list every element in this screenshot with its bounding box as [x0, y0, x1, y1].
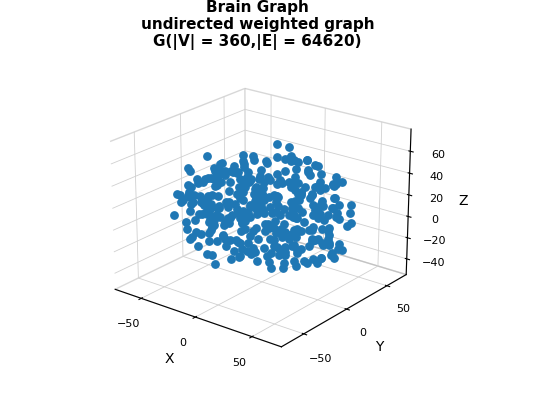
Title: Brain Graph
undirected weighted graph
G(|V| = 360,|E| = 64620): Brain Graph undirected weighted graph G(… — [141, 0, 375, 50]
Y-axis label: Y: Y — [375, 340, 383, 354]
X-axis label: X: X — [165, 352, 174, 366]
